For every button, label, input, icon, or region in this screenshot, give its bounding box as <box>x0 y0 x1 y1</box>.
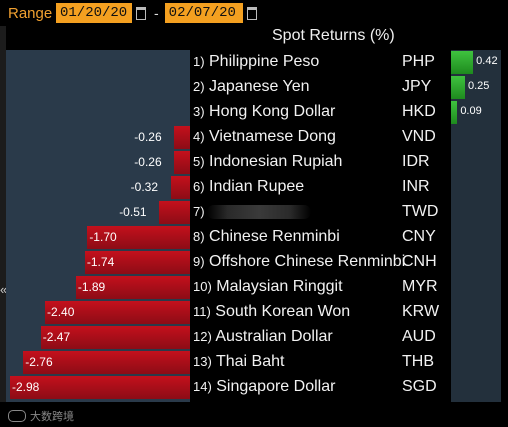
table-row[interactable]: -1.74 9) Offshore Chinese Renminbi CNH <box>0 250 508 275</box>
bar <box>159 201 190 224</box>
data-label: -0.26 <box>134 130 162 144</box>
bar <box>75 276 190 299</box>
bar <box>174 126 190 149</box>
data-label: -2.40 <box>47 305 75 319</box>
currency-code: PHP <box>402 53 435 70</box>
currency-code: TWD <box>402 203 439 220</box>
currency-code: MYR <box>402 278 438 295</box>
table-row[interactable]: -2.47 12) Australian Dollar AUD <box>0 325 508 350</box>
currency-name: 9) Offshore Chinese Renminbi <box>193 253 406 270</box>
data-label: -2.98 <box>12 380 40 394</box>
currency-name: 7) <box>193 203 311 221</box>
scroll-left-icon[interactable]: « <box>0 282 8 297</box>
currency-name: 3) Hong Kong Dollar <box>193 103 336 120</box>
bar <box>40 326 190 349</box>
data-label: 0.25 <box>468 80 490 92</box>
currency-name: 1) Philippine Peso <box>193 53 320 70</box>
currency-code: AUD <box>402 328 436 345</box>
currency-name: 11) South Korean Won <box>193 303 351 320</box>
table-row[interactable]: -0.51 7) TWD <box>0 200 508 225</box>
bar <box>23 351 190 374</box>
currency-code: KRW <box>402 303 440 320</box>
currency-code: INR <box>402 178 430 195</box>
bar <box>451 101 458 124</box>
currency-code: THB <box>402 353 434 370</box>
chart-title: Spot Returns (%) <box>272 27 395 44</box>
data-label: -0.32 <box>130 180 159 194</box>
table-row[interactable]: -0.26 4) Vietnamese Dong VND <box>0 125 508 150</box>
positive-bar-area <box>451 50 501 402</box>
currency-code: CNH <box>402 253 437 270</box>
bar <box>84 251 190 274</box>
data-label: -1.89 <box>77 280 106 294</box>
currency-name: 6) Indian Rupee <box>193 178 305 195</box>
scroll-strip <box>0 26 6 402</box>
data-label: 0.42 <box>476 55 498 67</box>
end-date-input[interactable]: 02/07/20 <box>164 3 243 23</box>
watermark-text: 大数跨境 <box>30 411 74 423</box>
table-row[interactable]: 0.25 2) Japanese Yen JPY <box>0 75 508 100</box>
table-row[interactable]: 0.09 3) Hong Kong Dollar HKD <box>0 100 508 125</box>
range-separator: - <box>154 5 159 21</box>
currency-name: 10) Malaysian Ringgit <box>193 278 343 295</box>
table-row[interactable]: -1.70 8) Chinese Renminbi CNY <box>0 225 508 250</box>
currency-name: 12) Australian Dollar <box>193 328 333 345</box>
bar <box>45 301 190 324</box>
bar <box>174 151 190 174</box>
calendar-icon[interactable] <box>134 3 148 23</box>
table-row[interactable]: -0.32 6) Indian Rupee INR <box>0 175 508 200</box>
currency-code: IDR <box>402 153 430 170</box>
watermark-logo-icon <box>8 410 26 422</box>
table-row[interactable]: -2.40 11) South Korean Won KRW <box>0 300 508 325</box>
watermark: 大数跨境 <box>8 408 74 424</box>
redacted-label <box>206 204 311 219</box>
data-label: -1.70 <box>89 230 117 244</box>
currency-name: 14) Singapore Dollar <box>193 378 336 395</box>
bar <box>170 176 190 199</box>
data-label: -0.51 <box>119 205 147 219</box>
table-row[interactable]: -1.89 10) Malaysian Ringgit MYR <box>0 275 508 300</box>
currency-name: 5) Indonesian Rupiah <box>193 153 343 170</box>
currency-code: SGD <box>402 378 437 395</box>
toolbar: Range 01/20/20 - 02/07/20 <box>0 0 508 26</box>
table-row[interactable]: -0.26 5) Indonesian Rupiah IDR <box>0 150 508 175</box>
bar <box>451 76 465 99</box>
data-label: -2.76 <box>25 355 53 369</box>
currency-code: CNY <box>402 228 436 245</box>
bar <box>87 226 190 249</box>
bar <box>451 51 474 74</box>
table-row[interactable]: -2.98 14) Singapore Dollar SGD <box>0 375 508 400</box>
data-label: 0.09 <box>460 105 482 117</box>
currency-code: VND <box>402 128 436 145</box>
bar <box>10 376 190 399</box>
currency-code: JPY <box>402 78 432 95</box>
table-row[interactable]: -2.76 13) Thai Baht THB <box>0 350 508 375</box>
calendar-icon[interactable] <box>245 3 259 23</box>
currency-name: 13) Thai Baht <box>193 353 285 370</box>
currency-name: 2) Japanese Yen <box>193 78 310 95</box>
table-row[interactable]: 0.42 1) Philippine Peso PHP <box>0 50 508 75</box>
currency-name: 4) Vietnamese Dong <box>193 128 336 145</box>
data-label: -0.26 <box>134 155 162 169</box>
currency-code: HKD <box>402 103 436 120</box>
data-label: -2.47 <box>42 330 71 344</box>
range-label: Range <box>8 4 53 22</box>
data-label: -1.74 <box>86 255 115 269</box>
currency-name: 8) Chinese Renminbi <box>193 228 340 245</box>
start-date-input[interactable]: 01/20/20 <box>56 3 132 23</box>
